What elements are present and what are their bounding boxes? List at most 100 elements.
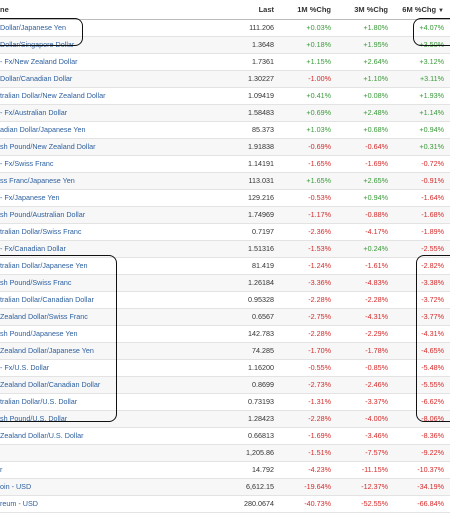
instrument-name[interactable]: - Fx/Australian Dollar bbox=[0, 104, 212, 122]
table-row[interactable]: - Fx/Canadian Dollar 1.51316 -1.53% +0.24% -… bbox=[0, 240, 450, 258]
instrument-name[interactable]: Zealand Dollar/Swiss Franc bbox=[0, 308, 212, 326]
table-row[interactable]: Dollar/Canadian Dollar 1.30227 -1.00% +1.10… bbox=[0, 70, 450, 88]
instrument-name[interactable]: Zealand Dollar/Canadian Dollar bbox=[0, 376, 212, 394]
change-3m: +1.80% bbox=[337, 19, 394, 37]
change-6m: -9.22% bbox=[394, 444, 450, 462]
change-3m: -1.61% bbox=[337, 257, 394, 275]
instrument-name[interactable]: Dollar/Japanese Yen bbox=[0, 19, 212, 37]
column-header-6m-chg[interactable]: 6M %Chg ▼ bbox=[394, 0, 450, 20]
last-price: 1,205.86 bbox=[212, 444, 280, 462]
change-6m: -5.55% bbox=[394, 376, 450, 394]
sort-descending-icon[interactable]: ▼ bbox=[438, 8, 444, 14]
last-price: 280.0674 bbox=[212, 495, 280, 513]
column-header-1m-chg[interactable]: 1M %Chg bbox=[280, 0, 337, 20]
table-row[interactable]: sh Pound/Japanese Yen 142.783 -2.28% -2.29%… bbox=[0, 325, 450, 343]
table-row[interactable]: tralian Dollar/U.S. Dollar 0.73193 -1.31% -… bbox=[0, 393, 450, 411]
column-header-name[interactable]: ne bbox=[0, 0, 212, 20]
table-row[interactable]: sh Pound/U.S. Dollar 1.28423 -2.28% -4.00% -… bbox=[0, 410, 450, 428]
instrument-name[interactable]: Dollar/Canadian Dollar bbox=[0, 70, 212, 88]
instrument-name[interactable]: - Fx/U.S. Dollar bbox=[0, 359, 212, 377]
instrument-name[interactable]: - Fx/Canadian Dollar bbox=[0, 240, 212, 258]
table-row[interactable]: ss Franc/Japanese Yen 113.031 +1.65% +2.65%… bbox=[0, 172, 450, 190]
instrument-name[interactable]: adian Dollar/Japanese Yen bbox=[0, 121, 212, 139]
instrument-name[interactable]: tralian Dollar/Japanese Yen bbox=[0, 257, 212, 275]
change-6m: +0.94% bbox=[394, 121, 450, 139]
table-row[interactable]: reum - USD 280.0674 -40.73% -52.55% -66.84% bbox=[0, 495, 450, 513]
change-3m: -4.31% bbox=[337, 308, 394, 326]
column-header-last[interactable]: Last bbox=[212, 0, 280, 20]
table-row[interactable]: Zealand Dollar/U.S. Dollar 0.66813 -1.69% -… bbox=[0, 427, 450, 445]
instrument-name[interactable]: - Fx/New Zealand Dollar bbox=[0, 53, 212, 71]
column-header-6m-label: 6M %Chg bbox=[402, 5, 437, 14]
change-1m: +1.15% bbox=[280, 53, 337, 71]
instrument-name[interactable]: tralian Dollar/Swiss Franc bbox=[0, 223, 212, 241]
table-row[interactable]: sh Pound/New Zealand Dollar 1.91838 -0.69%… bbox=[0, 138, 450, 156]
last-price: 1.91838 bbox=[212, 138, 280, 156]
change-3m: -1.78% bbox=[337, 342, 394, 360]
table-row[interactable]: - Fx/Swiss Franc 1.14191 -1.65% -1.69% -0.72… bbox=[0, 155, 450, 173]
last-price: 0.7197 bbox=[212, 223, 280, 241]
table-row[interactable]: Dollar/Singapore Dollar 1.3648 +0.18% +1.95… bbox=[0, 36, 450, 54]
instrument-name[interactable]: Dollar/Singapore Dollar bbox=[0, 36, 212, 54]
instrument-name[interactable]: sh Pound/U.S. Dollar bbox=[0, 410, 212, 428]
instrument-name[interactable]: tralian Dollar/U.S. Dollar bbox=[0, 393, 212, 411]
column-header-3m-chg[interactable]: 3M %Chg bbox=[337, 0, 394, 20]
table-row[interactable]: tralian Dollar/Swiss Franc 0.7197 -2.36% -4… bbox=[0, 223, 450, 241]
instrument-name[interactable]: Zealand Dollar/Japanese Yen bbox=[0, 342, 212, 360]
table-row[interactable]: 1,205.86 -1.51% -7.57% -9.22% bbox=[0, 444, 450, 462]
table-row[interactable]: adian Dollar/Japanese Yen 85.373 +1.03% +0.… bbox=[0, 121, 450, 139]
table-row[interactable]: tralian Dollar/Canadian Dollar 0.95328 -2.… bbox=[0, 291, 450, 309]
change-1m: -2.28% bbox=[280, 410, 337, 428]
table-row[interactable]: tralian Dollar/New Zealand Dollar 1.09419… bbox=[0, 87, 450, 105]
table-row[interactable]: - Fx/Japanese Yen 129.216 -0.53% +0.94% -1.6… bbox=[0, 189, 450, 207]
change-6m: +1.93% bbox=[394, 87, 450, 105]
instrument-name[interactable]: tralian Dollar/New Zealand Dollar bbox=[0, 87, 212, 105]
change-6m: +0.31% bbox=[394, 138, 450, 156]
change-1m: -0.55% bbox=[280, 359, 337, 377]
change-6m: -2.82% bbox=[394, 257, 450, 275]
last-price: 0.95328 bbox=[212, 291, 280, 309]
table-row[interactable]: tralian Dollar/Japanese Yen 81.419 -1.24% -… bbox=[0, 257, 450, 275]
instrument-name[interactable]: r bbox=[0, 461, 212, 479]
last-price: 0.73193 bbox=[212, 393, 280, 411]
change-6m: -10.37% bbox=[394, 461, 450, 479]
last-price: 14.792 bbox=[212, 461, 280, 479]
table-row[interactable]: Zealand Dollar/Swiss Franc 0.6567 -2.75% -4… bbox=[0, 308, 450, 326]
table-row[interactable]: sh Pound/Australian Dollar 1.74969 -1.17% -… bbox=[0, 206, 450, 224]
instrument-name[interactable]: Zealand Dollar/U.S. Dollar bbox=[0, 427, 212, 445]
instrument-name[interactable]: oin - USD bbox=[0, 478, 212, 496]
change-1m: -1.24% bbox=[280, 257, 337, 275]
change-6m: -0.91% bbox=[394, 172, 450, 190]
last-price: 111.206 bbox=[212, 19, 280, 37]
table-row[interactable]: r 14.792 -4.23% -11.15% -10.37% bbox=[0, 461, 450, 479]
table-row[interactable]: sh Pound/Swiss Franc 1.26184 -3.36% -4.83% -… bbox=[0, 274, 450, 292]
instrument-name[interactable]: tralian Dollar/Canadian Dollar bbox=[0, 291, 212, 309]
table-row[interactable]: Zealand Dollar/Japanese Yen 74.285 -1.70% -… bbox=[0, 342, 450, 360]
instrument-name[interactable]: ss Franc/Japanese Yen bbox=[0, 172, 212, 190]
table-row[interactable]: - Fx/Australian Dollar 1.58483 +0.69% +2.48… bbox=[0, 104, 450, 122]
last-price: 1.28423 bbox=[212, 410, 280, 428]
instrument-name[interactable]: - Fx/Japanese Yen bbox=[0, 189, 212, 207]
change-6m: -1.68% bbox=[394, 206, 450, 224]
instrument-name[interactable] bbox=[0, 444, 212, 462]
change-1m: +0.03% bbox=[280, 19, 337, 37]
change-1m: +0.18% bbox=[280, 36, 337, 54]
table-row[interactable]: Dollar/Japanese Yen 111.206 +0.03% +1.80% +4… bbox=[0, 19, 450, 37]
instrument-name[interactable]: sh Pound/Swiss Franc bbox=[0, 274, 212, 292]
change-3m: -3.46% bbox=[337, 427, 394, 445]
table-row[interactable]: - Fx/New Zealand Dollar 1.7361 +1.15% +2.64… bbox=[0, 53, 450, 71]
table-row[interactable]: - Fx/U.S. Dollar 1.16200 -0.55% -0.85% -5.48… bbox=[0, 359, 450, 377]
table-row[interactable]: Zealand Dollar/Canadian Dollar 0.8699 -2.7… bbox=[0, 376, 450, 394]
change-1m: -4.23% bbox=[280, 461, 337, 479]
instrument-name[interactable]: - Fx/Swiss Franc bbox=[0, 155, 212, 173]
change-1m: -0.69% bbox=[280, 138, 337, 156]
instrument-name[interactable]: sh Pound/Japanese Yen bbox=[0, 325, 212, 343]
change-6m: -4.31% bbox=[394, 325, 450, 343]
instrument-name[interactable]: reum - USD bbox=[0, 495, 212, 513]
last-price: 85.373 bbox=[212, 121, 280, 139]
instrument-name[interactable]: sh Pound/New Zealand Dollar bbox=[0, 138, 212, 156]
change-6m: -5.48% bbox=[394, 359, 450, 377]
table-row[interactable]: oin - USD 6,612.15 -19.64% -12.37% -34.19% bbox=[0, 478, 450, 496]
instrument-name[interactable]: sh Pound/Australian Dollar bbox=[0, 206, 212, 224]
change-6m: +3.12% bbox=[394, 53, 450, 71]
